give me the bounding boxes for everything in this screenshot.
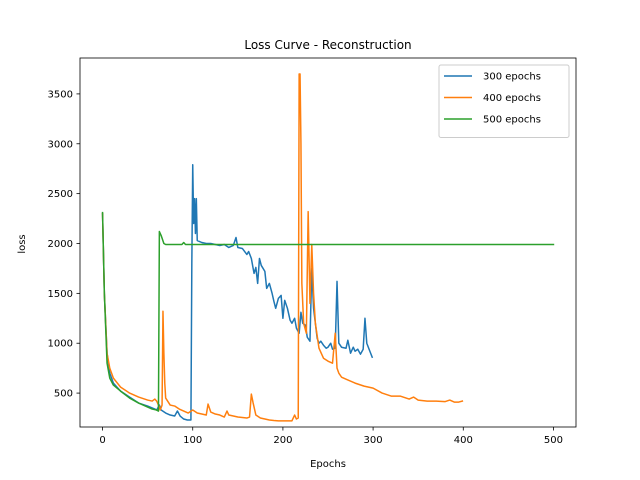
x-tick-label: 100	[183, 435, 202, 446]
y-tick-label: 3500	[48, 89, 73, 100]
legend: 300 epochs 400 epochs 500 epochs	[438, 64, 570, 138]
y-axis-label: loss	[17, 234, 28, 253]
x-axis-label: Epochs	[310, 459, 346, 470]
y-tick-label: 2500	[48, 189, 73, 200]
y-tick-label: 1500	[48, 289, 73, 300]
y-tick-label: 3000	[48, 139, 73, 150]
plot-frame	[79, 57, 577, 428]
y-tick-label: 500	[54, 389, 73, 400]
legend-label-2: 400 epochs	[483, 93, 541, 104]
x-tick-label: 500	[544, 435, 563, 446]
legend-label-3: 500 epochs	[483, 115, 541, 126]
series-line-3	[101, 211, 555, 412]
x-tick-label: 300	[364, 435, 383, 446]
series-line-2	[101, 73, 464, 422]
series-layer	[101, 73, 555, 422]
x-tick-label: 200	[273, 435, 292, 446]
legend-label-1: 300 epochs	[483, 72, 541, 83]
axes-layer: 0 100 200 300 400 500 500 1000 1500 2000 2500 3000 3…	[48, 57, 577, 446]
y-tick-label: 2000	[48, 239, 73, 250]
y-tick-label: 1000	[48, 339, 73, 350]
chart-title: Loss Curve - Reconstruction	[244, 38, 411, 52]
x-tick-label: 0	[99, 435, 105, 446]
x-tick-label: 400	[454, 435, 473, 446]
series-line-1	[101, 163, 374, 421]
